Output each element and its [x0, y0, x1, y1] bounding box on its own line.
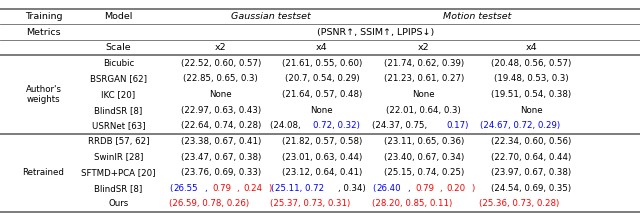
- Text: (PSNR↑, SSIM↑, LPIPS↓): (PSNR↑, SSIM↑, LPIPS↓): [317, 28, 435, 37]
- Text: , 0.34): , 0.34): [338, 184, 365, 193]
- Text: Training: Training: [25, 12, 62, 21]
- Text: (23.97, 0.67, 0.38): (23.97, 0.67, 0.38): [491, 168, 572, 177]
- Text: x4: x4: [525, 43, 537, 52]
- Text: 26.55: 26.55: [173, 184, 198, 193]
- Text: None: None: [310, 106, 333, 115]
- Text: (19.51, 0.54, 0.38): (19.51, 0.54, 0.38): [491, 90, 572, 99]
- Text: (21.23, 0.61, 0.27): (21.23, 0.61, 0.27): [383, 75, 464, 83]
- Text: 0.72, 0.32): 0.72, 0.32): [313, 121, 360, 130]
- Text: (22.01, 0.64, 0.3): (22.01, 0.64, 0.3): [387, 106, 461, 115]
- Text: (24.67, 0.72, 0.29): (24.67, 0.72, 0.29): [479, 121, 559, 130]
- Text: IKC [20]: IKC [20]: [101, 90, 136, 99]
- Text: (20.48, 0.56, 0.57): (20.48, 0.56, 0.57): [491, 59, 572, 68]
- Text: (22.64, 0.74, 0.28): (22.64, 0.74, 0.28): [180, 121, 261, 130]
- Text: None: None: [412, 90, 435, 99]
- Text: (23.47, 0.67, 0.38): (23.47, 0.67, 0.38): [180, 152, 261, 162]
- Text: 0.79: 0.79: [212, 184, 231, 193]
- Text: (23.12, 0.64, 0.41): (23.12, 0.64, 0.41): [282, 168, 362, 177]
- Text: (22.85, 0.65, 0.3): (22.85, 0.65, 0.3): [184, 75, 258, 83]
- Text: (: (: [270, 184, 273, 193]
- Text: (26.59, 0.78, 0.26): (26.59, 0.78, 0.26): [169, 199, 249, 208]
- Text: Scale: Scale: [106, 43, 131, 52]
- Text: (: (: [372, 184, 376, 193]
- Text: SFTMD+PCA [20]: SFTMD+PCA [20]: [81, 168, 156, 177]
- Text: (28.20, 0.85, 0.11): (28.20, 0.85, 0.11): [372, 199, 452, 208]
- Text: ): ): [268, 184, 271, 193]
- Text: BSRGAN [62]: BSRGAN [62]: [90, 75, 147, 83]
- Text: (24.54, 0.69, 0.35): (24.54, 0.69, 0.35): [491, 184, 572, 193]
- Text: x2: x2: [215, 43, 227, 52]
- Text: 0.20: 0.20: [447, 184, 466, 193]
- Text: Motion testset: Motion testset: [444, 12, 511, 21]
- Text: Author's
weights: Author's weights: [26, 85, 61, 104]
- Text: (22.34, 0.60, 0.56): (22.34, 0.60, 0.56): [491, 137, 572, 146]
- Text: ,: ,: [237, 184, 242, 193]
- Text: 0.79: 0.79: [415, 184, 434, 193]
- Text: (: (: [169, 184, 173, 193]
- Text: (22.70, 0.64, 0.44): (22.70, 0.64, 0.44): [491, 152, 572, 162]
- Text: (23.76, 0.69, 0.33): (23.76, 0.69, 0.33): [180, 168, 261, 177]
- Text: (23.11, 0.65, 0.36): (23.11, 0.65, 0.36): [383, 137, 464, 146]
- Text: BlindSR [8]: BlindSR [8]: [94, 106, 143, 115]
- Text: ): ): [471, 184, 474, 193]
- Text: ,: ,: [408, 184, 413, 193]
- Text: Gaussian testset: Gaussian testset: [232, 12, 311, 21]
- Text: ,: ,: [205, 184, 211, 193]
- Text: Metrics: Metrics: [26, 28, 61, 37]
- Text: SwinIR [28]: SwinIR [28]: [93, 152, 143, 162]
- Text: (21.74, 0.62, 0.39): (21.74, 0.62, 0.39): [383, 59, 464, 68]
- Text: (24.37, 0.75,: (24.37, 0.75,: [372, 121, 430, 130]
- Text: Bicubic: Bicubic: [103, 59, 134, 68]
- Text: x2: x2: [418, 43, 429, 52]
- Text: RRDB [57, 62]: RRDB [57, 62]: [88, 137, 149, 146]
- Text: (23.01, 0.63, 0.44): (23.01, 0.63, 0.44): [282, 152, 362, 162]
- Text: (23.40, 0.67, 0.34): (23.40, 0.67, 0.34): [383, 152, 464, 162]
- Text: Ours: Ours: [108, 199, 129, 208]
- Text: None: None: [520, 106, 543, 115]
- Text: (24.08,: (24.08,: [270, 121, 303, 130]
- Text: Retrained: Retrained: [22, 168, 65, 177]
- Text: (25.36, 0.73, 0.28): (25.36, 0.73, 0.28): [479, 199, 559, 208]
- Text: (25.37, 0.73, 0.31): (25.37, 0.73, 0.31): [270, 199, 350, 208]
- Text: (21.61, 0.55, 0.60): (21.61, 0.55, 0.60): [282, 59, 362, 68]
- Text: (22.97, 0.63, 0.43): (22.97, 0.63, 0.43): [180, 106, 261, 115]
- Text: (19.48, 0.53, 0.3): (19.48, 0.53, 0.3): [494, 75, 568, 83]
- Text: USRNet [63]: USRNet [63]: [92, 121, 145, 130]
- Text: (21.82, 0.57, 0.58): (21.82, 0.57, 0.58): [282, 137, 362, 146]
- Text: (25.15, 0.74, 0.25): (25.15, 0.74, 0.25): [383, 168, 464, 177]
- Text: 0.24: 0.24: [244, 184, 263, 193]
- Text: BlindSR [8]: BlindSR [8]: [94, 184, 143, 193]
- Text: ,: ,: [440, 184, 445, 193]
- Text: (21.64, 0.57, 0.48): (21.64, 0.57, 0.48): [282, 90, 362, 99]
- Text: x4: x4: [316, 43, 328, 52]
- Text: (22.52, 0.60, 0.57): (22.52, 0.60, 0.57): [180, 59, 261, 68]
- Text: None: None: [209, 90, 232, 99]
- Text: 0.17): 0.17): [447, 121, 469, 130]
- Text: 26.40: 26.40: [376, 184, 401, 193]
- Text: (20.7, 0.54, 0.29): (20.7, 0.54, 0.29): [285, 75, 359, 83]
- Text: 25.11, 0.72: 25.11, 0.72: [275, 184, 324, 193]
- Text: Model: Model: [104, 12, 132, 21]
- Text: (23.38, 0.67, 0.41): (23.38, 0.67, 0.41): [180, 137, 261, 146]
